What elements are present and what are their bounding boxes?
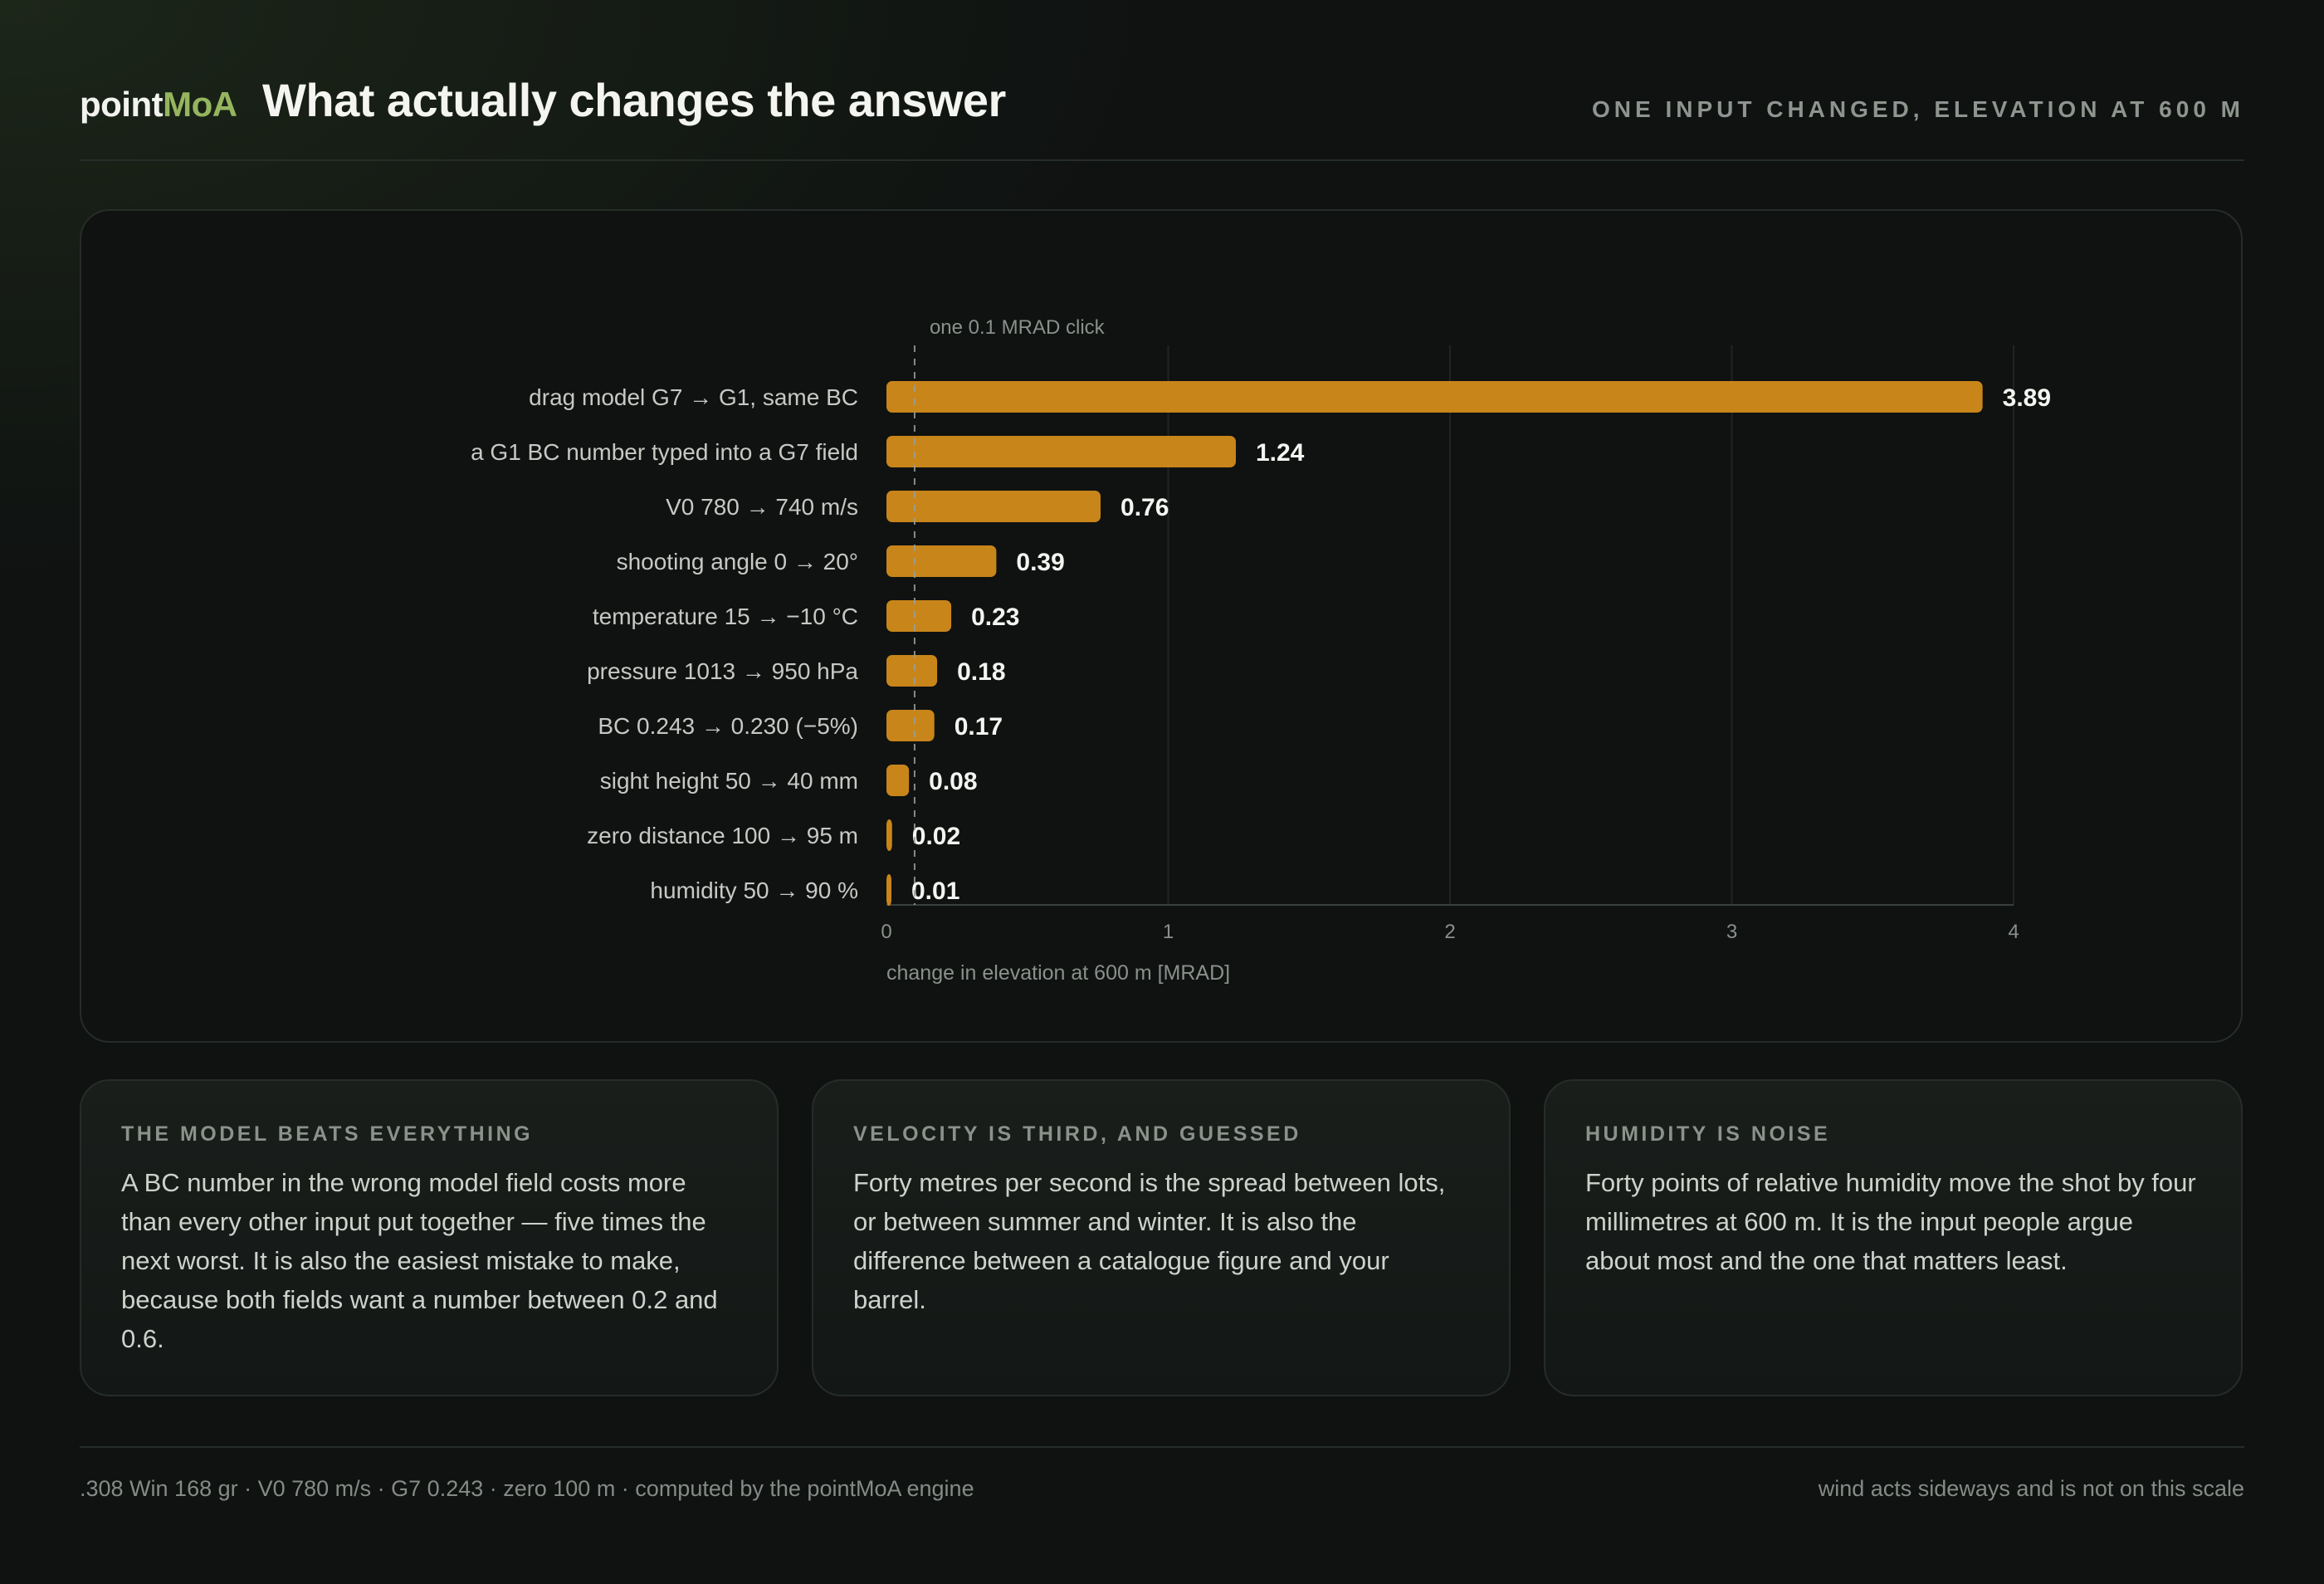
- page-subtitle: ONE INPUT CHANGED, ELEVATION AT 600 M: [1591, 96, 2244, 122]
- category-label: zero distance 100 → 95 m: [587, 823, 858, 848]
- bar-8: [886, 819, 892, 851]
- value-label: 0.17: [954, 713, 1003, 741]
- brand-part-point: point: [80, 85, 164, 124]
- value-label: 0.01: [911, 878, 959, 905]
- category-label: BC 0.243 → 0.230 (−5%): [598, 713, 858, 739]
- category-label: sight height 50 → 40 mm: [600, 768, 858, 794]
- insight-card-humidity: HUMIDITY IS NOISE Forty points of relati…: [1544, 1079, 2243, 1396]
- reference-line-label: one 0.1 MRAD click: [930, 316, 1106, 339]
- category-label: pressure 1013 → 950 hPa: [587, 658, 858, 684]
- insight-card-title: THE MODEL BEATS EVERYTHING: [121, 1122, 534, 1146]
- insight-card-body: Forty metres per second is the spread be…: [853, 1168, 1446, 1314]
- brand-logo: pointMoA: [80, 85, 237, 125]
- bar-1: [886, 436, 1236, 467]
- x-axis-label: change in elevation at 600 m [MRAD]: [886, 961, 1230, 985]
- insight-card-body: A BC number in the wrong model field cos…: [121, 1168, 718, 1353]
- bar-0: [886, 381, 1983, 413]
- x-tick-label: 1: [1163, 921, 1174, 943]
- value-label: 0.76: [1120, 494, 1169, 521]
- x-tick-label: 4: [2008, 921, 2019, 943]
- value-label: 1.24: [1256, 439, 1305, 467]
- bar-chart: 0 1 2 3 4 change in elevation at 600 m [MRAD]…: [471, 316, 2051, 985]
- bar-5: [886, 655, 938, 687]
- x-tick-label: 2: [1444, 921, 1455, 943]
- insight-cards: THE MODEL BEATS EVERYTHING A BC number i…: [80, 1079, 2244, 1396]
- insight-card-velocity: VELOCITY IS THIRD, AND GUESSED Forty met…: [812, 1079, 1511, 1396]
- value-label: 3.89: [2003, 384, 2051, 412]
- footer-note-left: .308 Win 168 gr · V0 780 m/s · G7 0.243 …: [80, 1476, 974, 1501]
- x-tick-label: 3: [1726, 921, 1737, 943]
- category-label: humidity 50 → 90 %: [650, 878, 858, 903]
- bar-7: [886, 765, 910, 796]
- brand-part-moa: MoA: [163, 85, 237, 124]
- category-label: shooting angle 0 → 20°: [617, 549, 858, 574]
- bar-9: [886, 874, 891, 906]
- category-label: a G1 BC number typed into a G7 field: [471, 439, 858, 465]
- x-tick-label: 0: [881, 921, 891, 943]
- category-label: temperature 15 → −10 °C: [593, 604, 858, 629]
- category-label: drag model G7 → G1, same BC: [529, 384, 858, 410]
- category-label: V0 780 → 740 m/s: [666, 494, 858, 520]
- chart-card: 0 1 2 3 4 change in elevation at 600 m [MRAD]…: [80, 209, 2243, 1043]
- page-title: What actually changes the answer: [262, 74, 1006, 126]
- value-label: 0.18: [957, 658, 1005, 686]
- bar-6: [886, 710, 935, 741]
- bar-4: [886, 600, 952, 632]
- footer-note-right: wind acts sideways and is not on this sc…: [1818, 1476, 2244, 1501]
- value-label: 0.39: [1016, 549, 1064, 576]
- insight-card-body: Forty points of relative humidity move t…: [1585, 1168, 2196, 1275]
- bar-2: [886, 491, 1101, 522]
- header: pointMoA What actually changes the answe…: [80, 73, 2244, 161]
- footer: .308 Win 168 gr · V0 780 m/s · G7 0.243 …: [80, 1446, 2244, 1501]
- insight-card-title: HUMIDITY IS NOISE: [1585, 1122, 1831, 1146]
- insight-card-title: VELOCITY IS THIRD, AND GUESSED: [853, 1122, 1301, 1146]
- insight-card-model: THE MODEL BEATS EVERYTHING A BC number i…: [80, 1079, 779, 1396]
- value-label: 0.08: [929, 768, 977, 795]
- value-label: 0.23: [971, 604, 1019, 631]
- value-label: 0.02: [912, 823, 960, 850]
- bar-3: [886, 545, 997, 577]
